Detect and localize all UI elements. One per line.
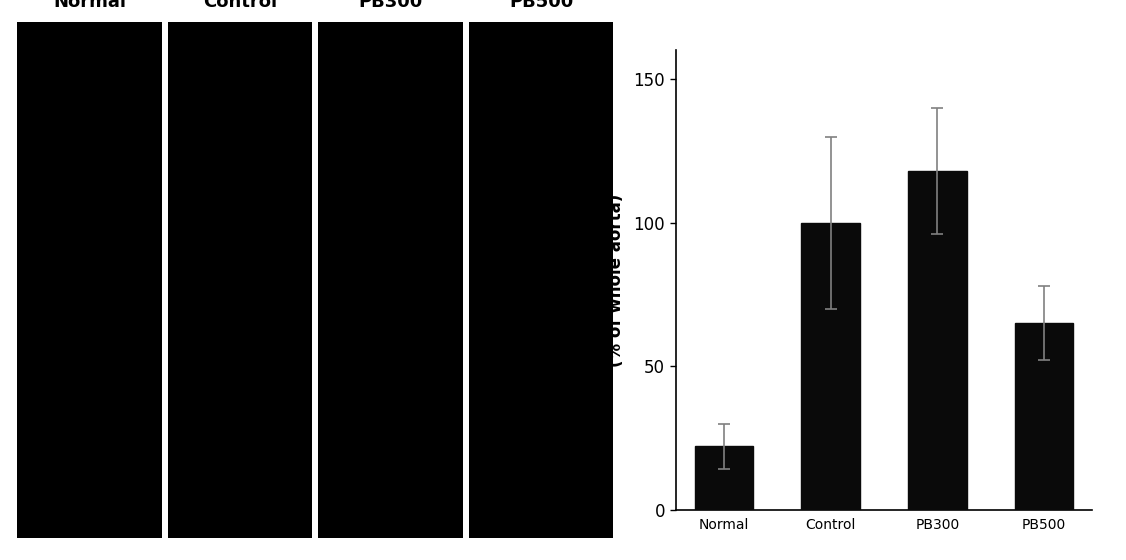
Bar (17, 22, 162, 538)
Y-axis label: Atherosclerotic lesion
(% of whole aorta): Atherosclerotic lesion (% of whole aorta… (587, 178, 625, 382)
Text: Normal: Normal (53, 0, 126, 11)
Text: PB500: PB500 (509, 0, 573, 11)
Bar (1015, 323, 1073, 510)
Text: PB300: PB300 (358, 0, 422, 11)
Bar (695, 446, 753, 510)
Bar (319, 22, 463, 538)
Bar (168, 22, 312, 538)
Bar (802, 223, 860, 510)
Bar (468, 22, 614, 538)
Text: Control: Control (203, 0, 277, 11)
Bar (908, 171, 966, 510)
